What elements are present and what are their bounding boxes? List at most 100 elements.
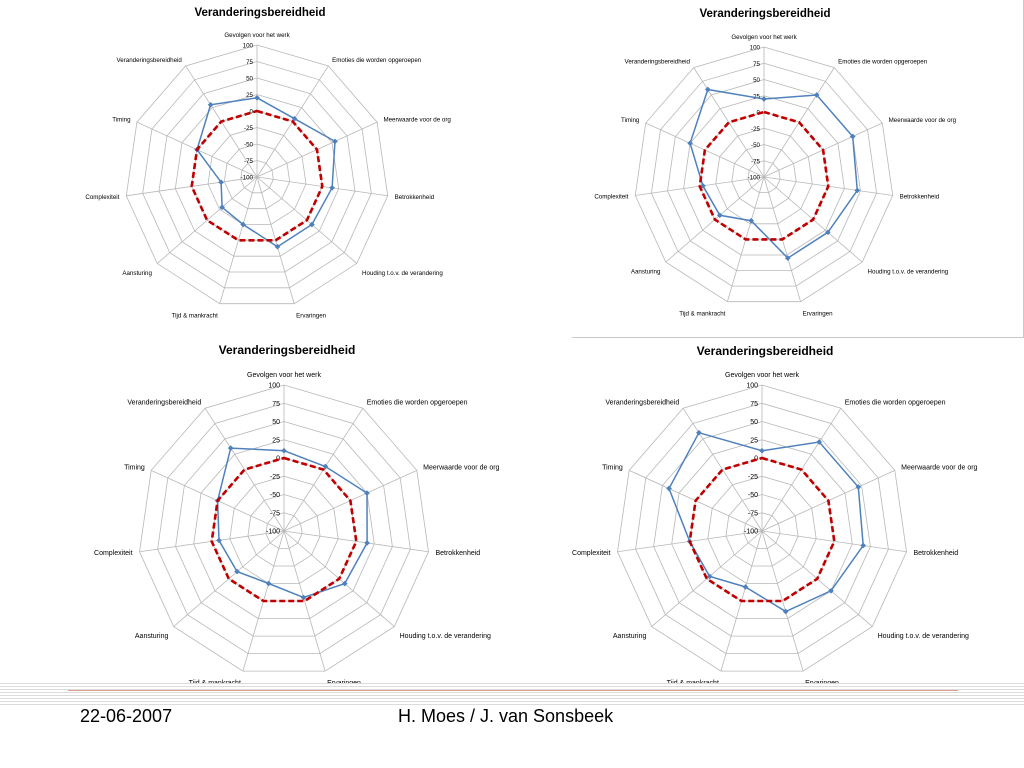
tick-label: 50	[246, 76, 253, 83]
tick-label: -100	[744, 529, 758, 536]
tick-label: 100	[750, 45, 761, 52]
chart-title: Veranderingsbereidheid	[219, 343, 356, 357]
category-label: Complexiteit	[594, 193, 628, 200]
tick-label: 100	[243, 43, 254, 50]
tick-label: 50	[272, 419, 280, 426]
category-label: Ervaringen	[803, 310, 833, 317]
grid-spoke	[204, 407, 285, 532]
tick-label: 25	[753, 93, 760, 100]
series-point	[704, 86, 711, 93]
category-label: Betrokkenheid	[395, 194, 435, 201]
grid-ring	[139, 384, 429, 672]
category-label: Timing	[602, 464, 623, 471]
series-point	[364, 540, 370, 546]
series-line	[196, 97, 336, 248]
tick-label: -50	[751, 142, 761, 149]
grid-ring	[175, 421, 393, 637]
grid-spoke	[156, 176, 258, 264]
category-label: Complexiteit	[572, 550, 611, 557]
category-label: Meerwaarde voor de org	[383, 116, 451, 123]
series-point	[855, 484, 862, 490]
tick-label: -100	[241, 175, 254, 182]
series-point	[828, 587, 834, 594]
category-label: Aansturing	[122, 270, 152, 277]
tick-label: 100	[746, 383, 758, 390]
tick-label: -25	[270, 474, 280, 481]
radar-chart-svg: Veranderingsbereidheid1007550250-25-50-7…	[94, 343, 500, 683]
tick-label: -75	[751, 158, 761, 165]
series-point	[291, 115, 298, 122]
series-line	[216, 447, 368, 599]
radar-chart-top-right: Veranderingsbereidheid 100 75 50 25 0 -25 -50 -7…	[572, 0, 1024, 338]
category-label: Ervaringen	[805, 680, 839, 683]
category-label: Tijd & mankracht	[667, 680, 719, 683]
series-point	[274, 243, 281, 250]
grid-ring	[617, 384, 907, 672]
tick-label: -100	[748, 175, 761, 182]
tick-label: -50	[270, 492, 280, 499]
chart-title: Veranderingsbereidheid	[699, 8, 830, 20]
grid-spoke	[693, 67, 765, 178]
series-line	[689, 88, 859, 260]
category-label: Complexiteit	[85, 194, 119, 201]
series-point	[341, 580, 348, 587]
series-point	[860, 542, 867, 549]
chart-title: Veranderingsbereidheid	[697, 344, 834, 358]
series-dashed-line	[688, 456, 836, 603]
category-label: Gevolgen voor het werk	[725, 372, 799, 379]
series-point	[782, 608, 789, 615]
series-point	[309, 221, 315, 228]
category-label: Gevolgen voor het werk	[247, 372, 321, 379]
series-point	[364, 490, 370, 496]
series-point	[227, 445, 234, 451]
radar-chart-svg: Veranderingsbereidheid1007550250-25-50-7…	[85, 7, 451, 319]
series-point	[816, 439, 823, 445]
series-point	[666, 485, 672, 492]
tick-label: -75	[270, 510, 280, 517]
tick-label: -75	[748, 510, 758, 517]
category-label: Meerwaarde voor de org	[889, 117, 957, 124]
tick-label: -100	[266, 529, 280, 536]
grid-spoke	[283, 530, 429, 553]
grid-ring	[142, 61, 372, 289]
grid-spoke	[761, 530, 907, 553]
category-label: Aansturing	[613, 633, 647, 640]
grid-spoke	[651, 530, 763, 627]
grid-ring	[743, 512, 781, 549]
grid-ring	[635, 402, 889, 655]
series-dashed-line	[210, 456, 358, 603]
category-label: Aansturing	[135, 633, 169, 640]
series-point	[854, 187, 861, 194]
category-label: Houding t.o.v. de verandering	[868, 269, 949, 276]
radar-chart-bottom-right: Veranderingsbereidheid 100 75 50 25 0 -25 -50 -7…	[540, 338, 1024, 683]
series-point	[218, 179, 224, 186]
category-label: Complexiteit	[94, 550, 133, 557]
grid-ring	[683, 95, 845, 256]
series-dashed-line	[698, 110, 830, 241]
tick-label: 100	[268, 383, 280, 390]
tick-label: -25	[748, 474, 758, 481]
category-label: Meerwaarde voor de org	[901, 464, 977, 471]
category-label: Betrokkenheid	[435, 550, 480, 557]
series-point	[219, 204, 225, 211]
series-point	[706, 573, 713, 580]
series-point	[825, 229, 831, 236]
footer-author: H. Moes / J. van Sonsbeek	[398, 706, 614, 726]
series-point	[322, 463, 329, 470]
grid-ring	[193, 439, 375, 620]
category-label: Houding t.o.v. de verandering	[400, 633, 491, 640]
footer-divider	[68, 690, 958, 691]
series-point	[759, 447, 765, 454]
series-dashed-line	[190, 109, 324, 242]
category-label: Timing	[112, 116, 131, 123]
grid-ring	[265, 512, 303, 549]
series-point	[240, 221, 246, 228]
series-point	[207, 101, 214, 108]
category-label: Veranderingsbereidheid	[127, 399, 201, 406]
tick-label: 0	[250, 109, 254, 116]
tick-label: 75	[272, 401, 280, 408]
grid-ring	[240, 160, 274, 194]
series-line	[668, 431, 864, 613]
category-label: Tijd & mankracht	[679, 310, 725, 317]
chart-title: Veranderingsbereidheid	[194, 7, 325, 19]
